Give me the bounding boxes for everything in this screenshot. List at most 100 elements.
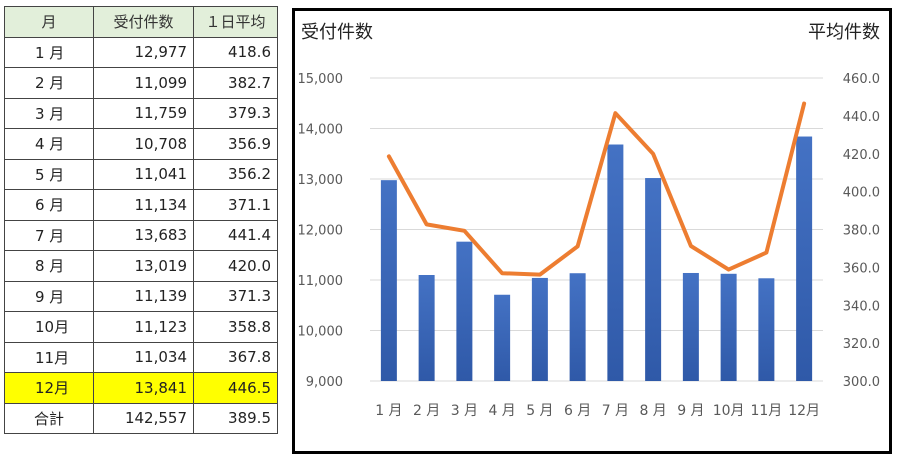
y-left-tick-label: 13,000 [298, 173, 344, 188]
y-right-tick-label: 340.0 [843, 299, 880, 314]
cell-count: 11,134 [93, 189, 194, 221]
bar-12月 [796, 136, 813, 381]
table-row: 10月 11,123 358.8 [4, 311, 278, 343]
table-row: 7 月 13,683 441.4 [4, 219, 278, 251]
cell-count: 11,041 [93, 158, 194, 190]
bar-9月 [682, 272, 699, 381]
table-row: 6 月 11,134 371.1 [4, 189, 278, 221]
cell-daily-avg: 389.5 [193, 402, 278, 434]
header-month: 月 [4, 6, 94, 38]
bar-11月 [758, 278, 775, 381]
x-tick-label: 5 月 [526, 403, 553, 419]
table-row: 4 月 10,708 356.9 [4, 128, 278, 160]
cell-month: 8 月 [4, 250, 94, 282]
cell-month: 4 月 [4, 128, 94, 160]
x-tick-label: 8 月 [639, 403, 666, 419]
x-tick-label: 6 月 [564, 403, 591, 419]
cell-month: 10月 [4, 311, 94, 343]
y-left-tick-label: 11,000 [298, 274, 344, 289]
cell-daily-avg: 356.2 [193, 158, 278, 190]
x-tick-label: 7 月 [602, 403, 629, 419]
x-tick-label: 4 月 [488, 403, 515, 419]
table-body: 1 月 12,977 418.6 2 月 11,099 382.7 3 月 11,759 379… [4, 36, 278, 434]
table-row: 12月 13,841 446.5 [4, 372, 278, 404]
y-left-tick-label: 14,000 [298, 123, 344, 138]
bar-1月 [380, 180, 397, 381]
cell-daily-avg: 356.9 [193, 128, 278, 160]
cell-count: 13,019 [93, 250, 194, 282]
cell-count: 12,977 [93, 36, 194, 68]
cell-count: 13,841 [93, 372, 194, 404]
cell-daily-avg: 358.8 [193, 311, 278, 343]
bar-7月 [607, 144, 624, 381]
y-left-tick-label: 9,000 [306, 375, 343, 390]
bar-2月 [418, 275, 435, 381]
y-right-tick-label: 380.0 [843, 224, 880, 239]
y-right-tick-label: 460.0 [843, 72, 880, 87]
table-row: 11月 11,034 367.8 [4, 341, 278, 373]
cell-count: 11,139 [93, 280, 194, 312]
x-tick-label: 2 月 [413, 403, 440, 419]
cell-daily-avg: 441.4 [193, 219, 278, 251]
cell-count: 10,708 [93, 128, 194, 160]
cell-count: 11,759 [93, 97, 194, 129]
monthly-data-table: 月 受付件数 １日平均 1 月 12,977 418.6 2 月 11,099 382.7… [4, 6, 278, 434]
y-right-tick-label: 400.0 [843, 186, 880, 201]
chart-title-right: 平均件数 [808, 22, 880, 43]
bar-8月 [645, 178, 662, 381]
bar-3月 [456, 241, 473, 381]
header-daily-avg: １日平均 [193, 6, 278, 38]
table-row: 8 月 13,019 420.0 [4, 250, 278, 282]
cell-daily-avg: 371.3 [193, 280, 278, 312]
chart-title-left: 受付件数 [301, 22, 373, 43]
table-row: 5 月 11,041 356.2 [4, 158, 278, 190]
cell-daily-avg: 446.5 [193, 372, 278, 404]
table-row: 3 月 11,759 379.3 [4, 97, 278, 129]
daily-average-line [386, 101, 807, 277]
x-tick-label: 11月 [750, 403, 782, 419]
cell-month: 9 月 [4, 280, 94, 312]
header-count: 受付件数 [93, 6, 194, 38]
cell-count: 13,683 [93, 219, 194, 251]
bar-4月 [494, 294, 511, 381]
cell-daily-avg: 382.7 [193, 67, 278, 99]
cell-month: 3 月 [4, 97, 94, 129]
cell-month: 1 月 [4, 36, 94, 68]
table-row: 9 月 11,139 371.3 [4, 280, 278, 312]
y-right-tick-label: 320.0 [843, 337, 880, 352]
cell-daily-avg: 371.1 [193, 189, 278, 221]
cell-month: 6 月 [4, 189, 94, 221]
y-right-tick-label: 360.0 [843, 261, 880, 276]
table-row: 1 月 12,977 418.6 [4, 36, 278, 68]
table-total-row: 合計 142,557 389.5 [4, 402, 278, 434]
cell-count: 142,557 [93, 402, 194, 434]
cell-month: 2 月 [4, 67, 94, 99]
cell-month: 12月 [4, 372, 94, 404]
cell-daily-avg: 418.6 [193, 36, 278, 68]
cell-daily-avg: 379.3 [193, 97, 278, 129]
chart-panel: 受付件数 平均件数 9,000 10,000 11,000 12,000 13,000 14,… [292, 8, 892, 454]
y-left-tick-label: 15,000 [298, 72, 344, 87]
y-right-tick-label: 300.0 [843, 375, 880, 390]
x-tick-label: 10月 [713, 403, 745, 419]
cell-count: 11,123 [93, 311, 194, 343]
x-tick-label: 3 月 [451, 403, 478, 419]
cell-month: 合計 [4, 402, 94, 434]
y-left-tick-label: 12,000 [298, 224, 344, 239]
cell-month: 5 月 [4, 158, 94, 190]
cell-count: 11,099 [93, 67, 194, 99]
y-left-tick-label: 10,000 [298, 325, 344, 340]
x-tick-label: 9 月 [677, 403, 704, 419]
y-right-tick-label: 420.0 [843, 148, 880, 163]
cell-daily-avg: 367.8 [193, 341, 278, 373]
bar-10月 [720, 273, 737, 381]
cell-month: 11月 [4, 341, 94, 373]
cell-daily-avg: 420.0 [193, 250, 278, 282]
x-tick-label: 1 月 [375, 403, 402, 419]
bar-6月 [569, 273, 586, 381]
x-tick-label: 12月 [788, 403, 820, 419]
table-row: 2 月 11,099 382.7 [4, 67, 278, 99]
cell-month: 7 月 [4, 219, 94, 251]
table-header-row: 月 受付件数 １日平均 [4, 6, 278, 38]
cell-count: 11,034 [93, 341, 194, 373]
